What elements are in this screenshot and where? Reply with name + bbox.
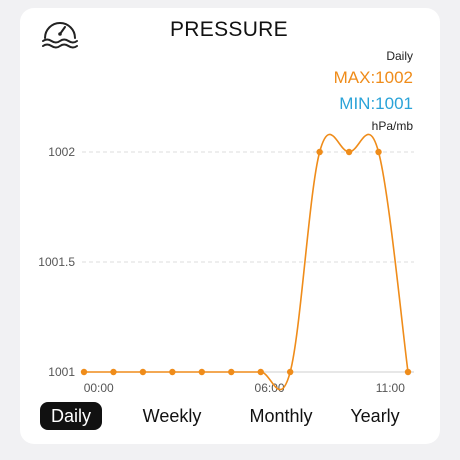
period-tabs: Daily Weekly Monthly Yearly bbox=[20, 400, 440, 434]
data-point bbox=[257, 368, 264, 376]
data-point bbox=[139, 368, 147, 376]
y-tick-label: 1001 bbox=[48, 365, 75, 379]
tab-yearly[interactable]: Yearly bbox=[350, 406, 400, 426]
min-value: MIN:1001 bbox=[339, 94, 413, 113]
period-label: Daily bbox=[386, 49, 413, 63]
x-tick-label: 06:00 bbox=[255, 381, 285, 395]
pressure-card: PRESSURE Daily MAX:1002 MIN:1001 hPa/mb … bbox=[20, 8, 440, 444]
data-point bbox=[286, 368, 294, 376]
chart-grid bbox=[82, 151, 414, 373]
data-points bbox=[80, 148, 412, 376]
x-axis-labels: 00:00 06:00 11:00 bbox=[84, 381, 406, 395]
barometer-gauge-icon bbox=[42, 22, 78, 49]
y-tick-label: 1001.5 bbox=[38, 255, 75, 269]
data-point bbox=[110, 368, 117, 376]
data-point bbox=[375, 148, 382, 156]
data-point bbox=[228, 368, 235, 376]
y-tick-label: 1002 bbox=[48, 145, 75, 159]
y-axis-labels: 1001 1001.5 1002 bbox=[38, 145, 75, 379]
data-point bbox=[345, 148, 353, 156]
page-title: PRESSURE bbox=[170, 18, 288, 41]
tab-weekly[interactable]: Weekly bbox=[142, 406, 202, 426]
data-point bbox=[169, 368, 176, 376]
data-point bbox=[198, 368, 206, 376]
data-point bbox=[316, 148, 323, 156]
summary-panel: Daily MAX:1002 MIN:1001 hPa/mb bbox=[334, 48, 413, 134]
x-tick-label: 00:00 bbox=[84, 381, 114, 395]
tab-monthly[interactable]: Monthly bbox=[249, 406, 313, 426]
card-header: PRESSURE bbox=[20, 8, 440, 58]
data-point bbox=[404, 368, 412, 376]
tab-daily[interactable]: Daily bbox=[40, 402, 102, 430]
data-point bbox=[80, 368, 88, 376]
pressure-chart: 1001 1001.5 1002 00:00 06:00 11:00 bbox=[38, 133, 414, 395]
unit-label: hPa/mb bbox=[371, 119, 413, 133]
x-tick-label: 11:00 bbox=[376, 381, 405, 395]
max-value: MAX:1002 bbox=[333, 68, 413, 87]
